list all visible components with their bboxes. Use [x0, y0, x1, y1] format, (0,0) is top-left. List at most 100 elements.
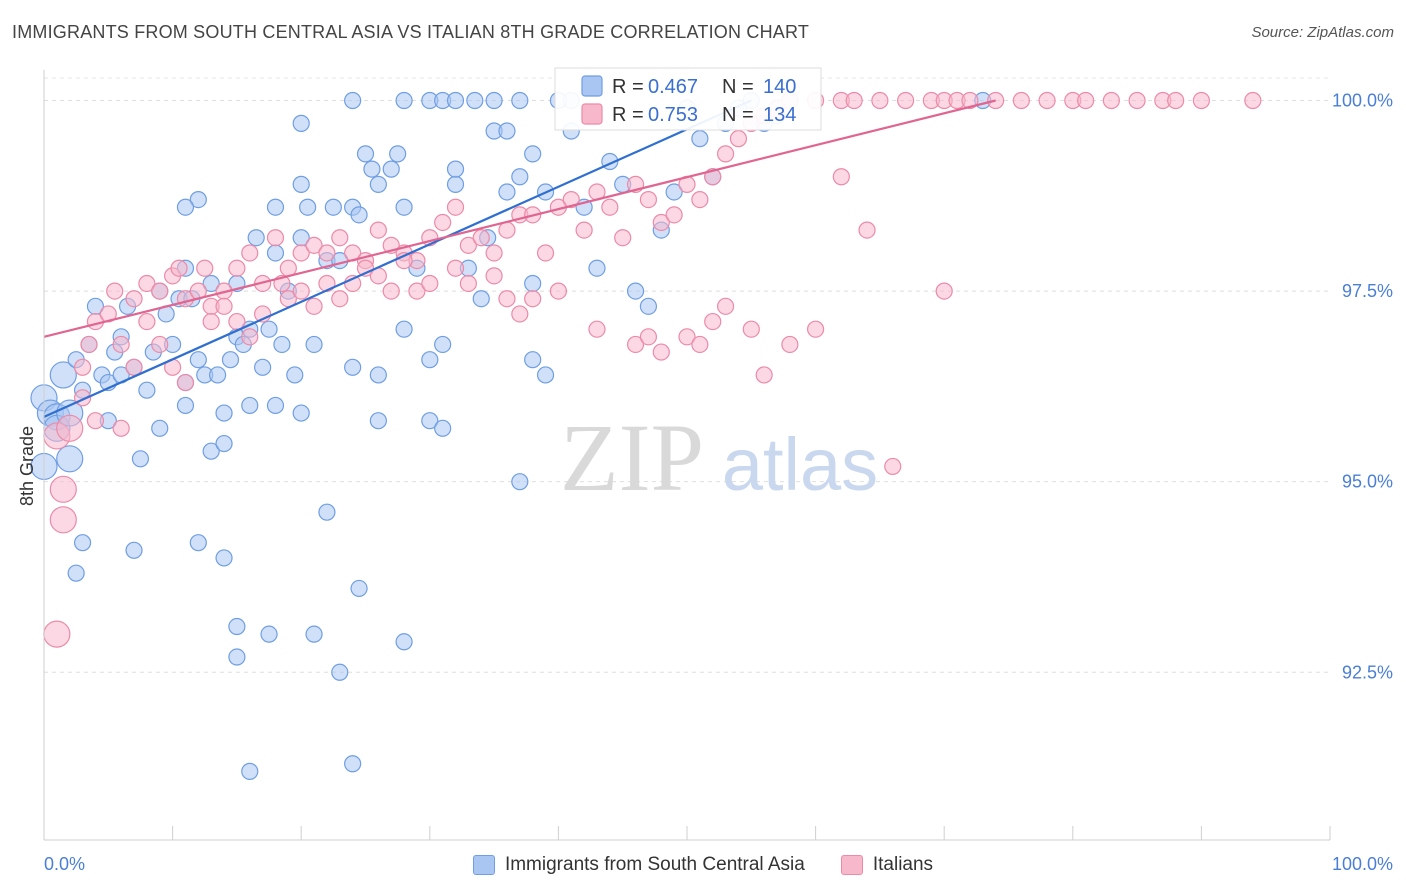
point-italians-13	[151, 282, 169, 300]
point-sca-119	[395, 320, 413, 338]
point-sca-78	[626, 282, 645, 300]
stats-r-value-1: 0.753	[648, 104, 698, 126]
point-sca-134	[446, 160, 465, 178]
point-italians-1	[49, 475, 77, 503]
point-italians-76	[1012, 91, 1030, 110]
point-sca-75	[588, 259, 606, 277]
point-italians-52	[614, 229, 632, 247]
point-italians-15	[170, 259, 188, 277]
point-italians-88	[112, 419, 130, 437]
point-sca-52	[324, 198, 342, 216]
point-sca-113	[241, 396, 259, 415]
stats-r-label-1: R =	[612, 104, 644, 126]
point-italians-102	[318, 274, 336, 293]
point-sca-109	[536, 366, 555, 384]
point-sca-114	[266, 396, 285, 415]
point-italians-132	[884, 457, 902, 476]
point-italians-119	[626, 335, 645, 354]
point-sca-63	[421, 351, 439, 369]
point-italians-30	[331, 229, 349, 247]
point-italians-87	[86, 412, 105, 430]
x-tick-label-1: 100.0%	[1332, 854, 1393, 874]
point-sca-90	[73, 534, 92, 552]
point-italians-41	[472, 229, 490, 247]
point-italians-68	[845, 91, 863, 110]
point-sca-43	[260, 320, 278, 338]
point-sca-98	[318, 503, 336, 521]
point-sca-136	[511, 168, 529, 186]
point-sca-56	[356, 145, 375, 163]
point-italians-95	[215, 297, 233, 315]
point-sca-47	[286, 366, 304, 384]
stats-r-value-0: 0.467	[648, 76, 698, 98]
point-sca-49	[299, 198, 317, 216]
legend-item-south-central-asia[interactable]: Immigrants from South Central Asia	[472, 854, 805, 876]
point-italians-3	[43, 620, 71, 648]
point-italians-6	[80, 335, 98, 354]
point-sca-139	[292, 114, 310, 132]
point-italians-110	[421, 274, 439, 293]
point-sca-34	[209, 366, 227, 384]
y-tick-label-2: 95.0%	[1342, 472, 1393, 492]
point-italians-127	[755, 366, 773, 384]
point-sca-131	[176, 198, 195, 216]
watermark-atlas: atlas	[722, 423, 878, 506]
y-tick-label-0: 100.0%	[1332, 90, 1393, 110]
point-italians-80	[1102, 91, 1120, 110]
point-sca-120	[344, 91, 362, 110]
point-sca-101	[344, 755, 362, 773]
point-italians-54	[639, 191, 658, 209]
point-italians-11	[125, 290, 143, 308]
point-italians-85	[1244, 91, 1262, 110]
point-sca-20	[131, 450, 150, 468]
point-italians-112	[459, 274, 477, 293]
point-sca-23	[151, 419, 169, 437]
point-sca-50	[305, 335, 323, 354]
point-sca-81	[665, 183, 683, 201]
point-italians-9	[106, 282, 124, 300]
y-tick-label-3: 92.5%	[1342, 662, 1393, 682]
point-sca-133	[292, 175, 310, 193]
bottom-legend: Immigrants from South Central Asia Itali…	[0, 852, 1406, 878]
stats-r-label-0: R =	[612, 76, 644, 98]
point-sca-104	[241, 762, 259, 780]
point-italians-125	[716, 297, 735, 315]
stats-n-value-1: 134	[763, 104, 796, 126]
watermark: ZIP atlas	[560, 404, 878, 511]
series-points-italians	[43, 91, 1262, 648]
point-italians-10	[112, 335, 130, 354]
point-sca-21	[138, 381, 156, 399]
point-italians-115	[511, 305, 529, 323]
point-sca-44	[266, 244, 285, 262]
point-sca-106	[434, 419, 452, 437]
legend-item-italians[interactable]: Italians	[840, 854, 933, 876]
point-sca-5	[49, 361, 77, 389]
point-italians-123	[691, 335, 709, 354]
stats-legend: R = 0.467 N = 140 R = 0.753 N = 134	[554, 67, 822, 131]
point-italians-69	[871, 91, 889, 110]
point-italians-58	[691, 191, 709, 209]
point-sca-67	[472, 290, 490, 308]
point-italians-122	[678, 328, 696, 346]
legend-swatch-italians	[840, 855, 863, 875]
trend-line-italians	[43, 99, 996, 338]
point-italians-5	[73, 358, 92, 376]
point-sca-71	[524, 274, 542, 293]
point-italians-24	[266, 229, 285, 247]
point-italians-27	[292, 244, 310, 262]
point-italians-116	[524, 290, 542, 308]
trend-line-sca	[43, 99, 752, 418]
point-sca-65	[446, 175, 465, 193]
point-italians-94	[202, 312, 220, 331]
point-italians-18	[196, 259, 214, 277]
point-italians-2	[49, 506, 77, 534]
point-italians-39	[446, 198, 465, 216]
point-italians-46	[536, 244, 555, 262]
point-italians-55	[652, 213, 670, 232]
point-italians-40	[459, 236, 477, 254]
point-sca-55	[350, 206, 368, 224]
point-italians-79	[1077, 91, 1095, 110]
point-italians-117	[549, 282, 568, 300]
point-italians-4	[56, 414, 84, 442]
point-sca-135	[498, 122, 516, 140]
